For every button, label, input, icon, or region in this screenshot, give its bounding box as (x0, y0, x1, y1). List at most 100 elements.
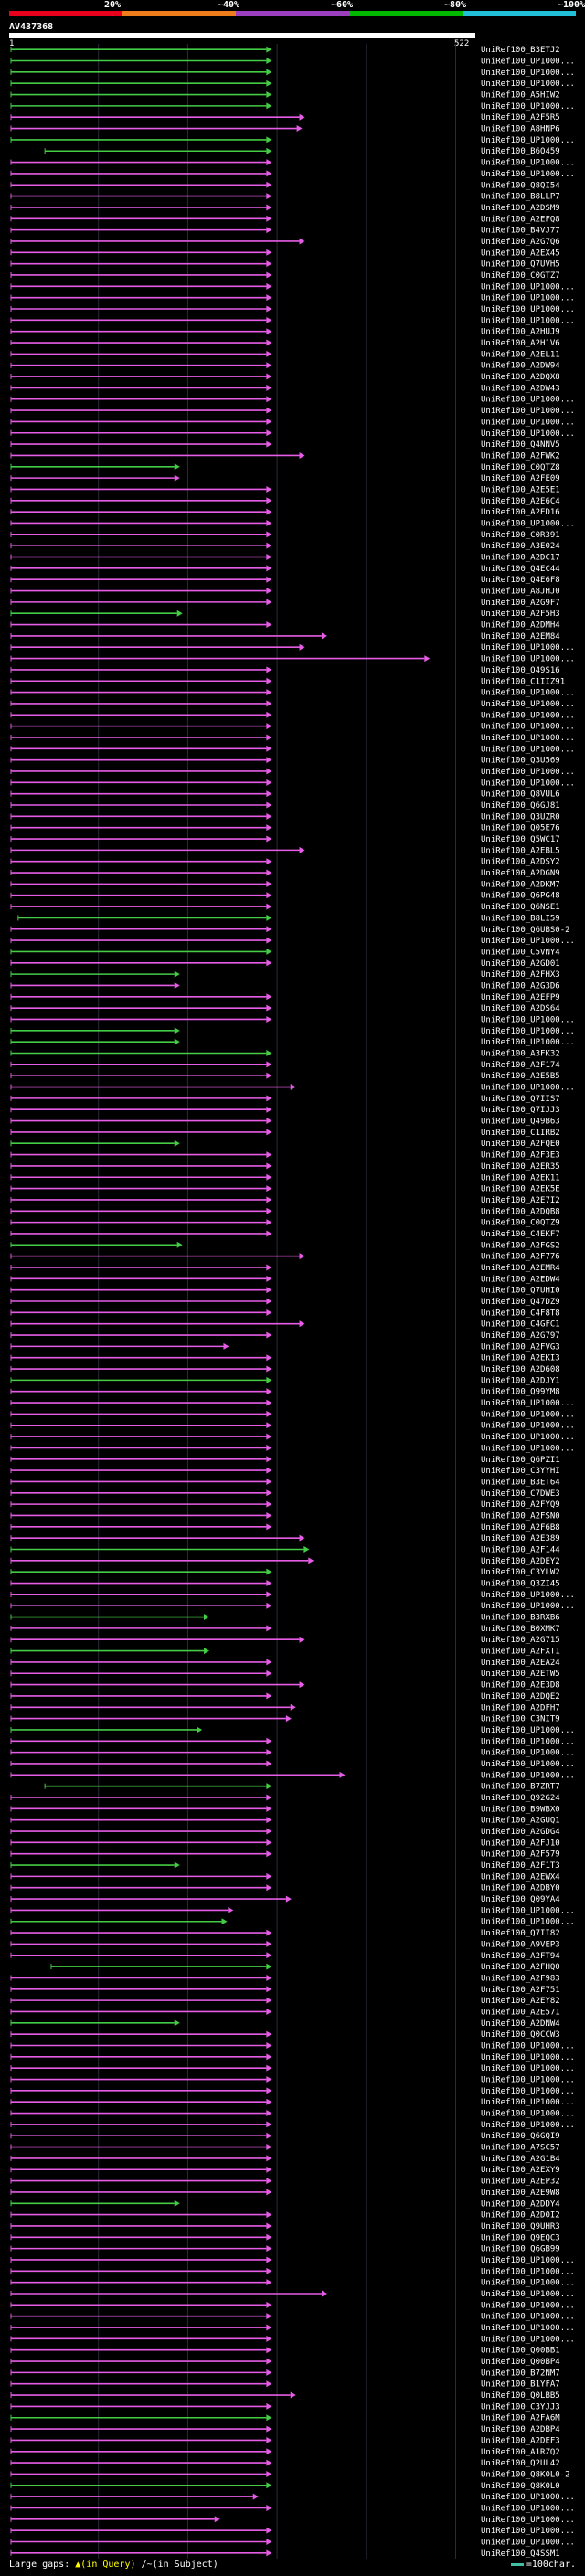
hit-arrow (266, 1275, 272, 1282)
hit-row: UniRef100_Q47DZ9 (10, 1298, 560, 1307)
identity-scale-bar: 20% ~40% ~60% ~80% ~100% (9, 0, 585, 16)
hit-arrow (266, 2008, 272, 2015)
hit-arrow (266, 260, 272, 268)
hit-arrow (266, 824, 272, 832)
hit-row: UniRef100_A2DGN9 (10, 869, 560, 878)
hit-arrow (266, 485, 272, 493)
hit-row: UniRef100_A3FK32 (10, 1050, 560, 1059)
hit-arrow (266, 1872, 272, 1880)
query-end-label: 522 (454, 39, 470, 48)
hit-row: UniRef100_A2FJ10 (10, 1839, 560, 1848)
hit-row: UniRef100_A2E6C4 (10, 497, 560, 506)
hit-label: UniRef100_C0R391 (481, 531, 560, 540)
hit-row: UniRef100_Q4NNV5 (10, 440, 560, 450)
hit-label: UniRef100_B9WBX0 (481, 1805, 560, 1814)
hit-row: UniRef100_C0R391 (10, 531, 560, 540)
hit-arrow (303, 1545, 310, 1553)
hit-arrow (299, 1320, 305, 1328)
hit-row: UniRef100_A2EM84 (10, 632, 560, 641)
hit-row: UniRef100_A2FYQ9 (10, 1500, 560, 1510)
hit-row: UniRef100_Q49B63 (10, 1118, 560, 1127)
hit-label: UniRef100_C3YYHI (481, 1467, 560, 1476)
hit-arrow (266, 508, 272, 515)
hit-row: UniRef100_A2DEY2 (10, 1557, 560, 1566)
hit-arrow (266, 880, 272, 887)
hit-row: UniRef100_UP1000... (10, 723, 575, 732)
hit-label: UniRef100_UP1000... (481, 58, 575, 67)
hit-label: UniRef100_UP1000... (481, 80, 575, 89)
hit-label: UniRef100_A2FWK2 (481, 451, 560, 461)
hit-row: UniRef100_UP1000... (10, 305, 575, 314)
hit-row: UniRef100_UP1000... (10, 1591, 575, 1600)
hit-arrow (266, 1500, 272, 1508)
hit-arrow (223, 1342, 229, 1350)
hit-row: UniRef100_UP1000... (10, 136, 575, 145)
hit-arrow (266, 2369, 272, 2376)
hit-arrow (266, 2178, 272, 2185)
scale-segment (236, 11, 349, 16)
hit-arrow (266, 745, 272, 752)
hit-label: UniRef100_A2EKI3 (481, 1354, 560, 1363)
hit-label: UniRef100_A2F776 (481, 1253, 560, 1262)
hit-arrow (290, 1703, 296, 1711)
hit-arrow (266, 1422, 272, 1429)
hit-row: UniRef100_A2E389 (10, 1534, 560, 1543)
hit-label: UniRef100_UP1000... (481, 2301, 575, 2310)
hit-label: UniRef100_A2EK5E (481, 1185, 560, 1194)
hit-arrow (266, 2098, 272, 2105)
hit-arrow (266, 869, 272, 876)
hit-row: UniRef100_UP1000... (10, 1760, 575, 1769)
hit-arrow (266, 1602, 272, 1609)
hit-label: UniRef100_A2FJ10 (481, 1839, 560, 1848)
hit-row: UniRef100_A2EX45 (10, 249, 560, 258)
hit-label: UniRef100_UP1000... (481, 1760, 575, 1769)
hit-row: UniRef100_UP1000... (10, 282, 575, 292)
hit-arrow (266, 711, 272, 718)
hit-arrow (266, 159, 272, 166)
hit-label: UniRef100_Q7IIS7 (481, 1095, 560, 1104)
hit-label: UniRef100_UP1000... (481, 2110, 575, 2119)
hit-arrow (266, 1828, 272, 1835)
hit-label: UniRef100_Q6GB99 (481, 2245, 560, 2254)
hit-arrow (299, 643, 305, 651)
hit-label: UniRef100_A2FE09 (481, 474, 560, 483)
hit-row: UniRef100_C5VNY4 (10, 948, 560, 957)
hit-row: UniRef100_UP1000... (10, 58, 575, 67)
hit-arrow (266, 2030, 272, 2038)
hit-arrow (266, 2144, 272, 2151)
hit-label: UniRef100_A2G715 (481, 1636, 560, 1645)
hit-label: UniRef100_Q00BB1 (481, 2347, 560, 2356)
hit-row: UniRef100_UP1000... (10, 316, 575, 325)
hit-label: UniRef100_C4EKF7 (481, 1230, 560, 1239)
hit-arrow (266, 554, 272, 561)
hit-row: UniRef100_A2ED16 (10, 508, 560, 517)
hit-row: UniRef100_B9WBX0 (10, 1805, 560, 1814)
scale-label: ~60% (331, 0, 354, 10)
hit-label: UniRef100_C7DWE3 (481, 1489, 560, 1499)
hit-arrow (339, 1771, 346, 1778)
hit-label: UniRef100_A2EBL5 (481, 846, 560, 855)
hit-row: UniRef100_UP1000... (10, 2324, 575, 2333)
hit-row: UniRef100_Q4EC44 (10, 565, 560, 574)
hit-row: UniRef100_A2EA24 (10, 1659, 560, 1668)
hit-label: UniRef100_UP1000... (481, 2527, 575, 2536)
hit-label: UniRef100_A2EFP9 (481, 993, 560, 1002)
hit-row: UniRef100_Q7IJJ3 (10, 1106, 560, 1115)
hit-row: UniRef100_A2EY82 (10, 1997, 560, 2006)
hit-label: UniRef100_A5HIW2 (481, 91, 560, 101)
hit-label: UniRef100_Q5WC17 (481, 835, 560, 844)
hit-label: UniRef100_B8LI59 (481, 914, 560, 923)
hit-label: UniRef100_Q92G24 (481, 1794, 560, 1803)
hit-arrow (266, 181, 272, 188)
hit-arrow (266, 2245, 272, 2253)
hit-row: UniRef100_Q6PG48 (10, 892, 560, 901)
hit-arrow (266, 294, 272, 302)
hit-arrow (266, 2267, 272, 2274)
hit-label: UniRef100_A2ETW5 (481, 1670, 560, 1679)
hit-arrow (266, 80, 272, 87)
hit-row: UniRef100_A2G1B4 (10, 2155, 560, 2164)
hit-arrow (266, 1162, 272, 1170)
hit-row: UniRef100_UP1000... (10, 734, 575, 743)
hit-label: UniRef100_UP1000... (481, 2516, 575, 2525)
hit-label: UniRef100_A2FYQ9 (481, 1500, 560, 1510)
